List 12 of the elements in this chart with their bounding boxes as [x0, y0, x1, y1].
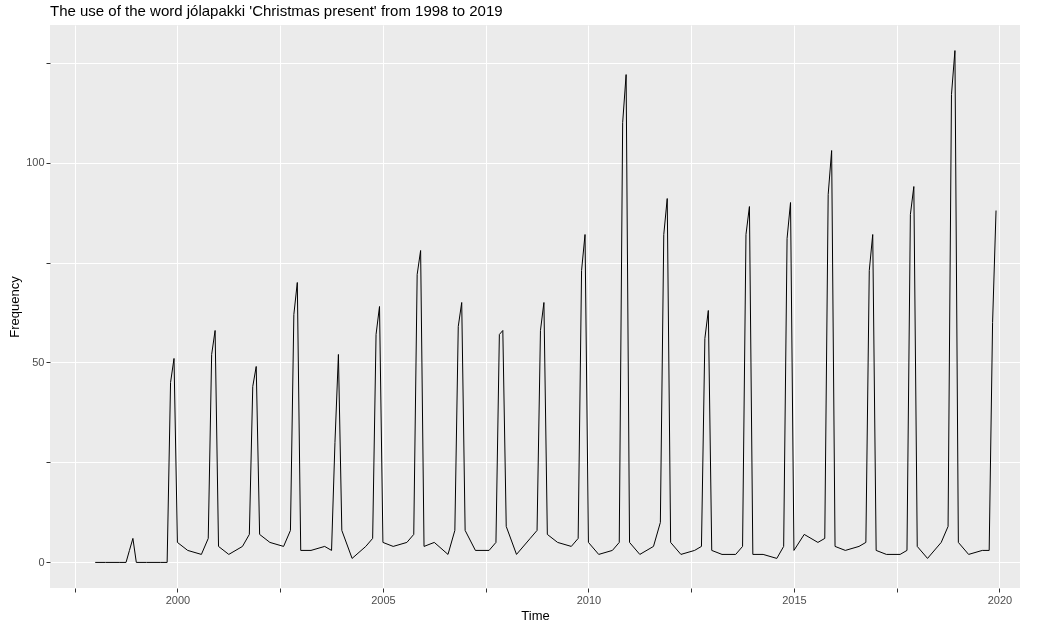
- x-tick-label: 2005: [371, 593, 396, 606]
- x-tick-label: 2010: [576, 593, 602, 606]
- y-axis-title: Frequency: [7, 275, 23, 338]
- chart-title: The use of the word jólapakki 'Christmas present' from 1998 to 2019: [50, 2, 503, 19]
- y-tick-label: 0: [38, 555, 45, 568]
- x-tick-label: 2020: [987, 593, 1013, 606]
- x-axis-title: Time: [521, 607, 550, 623]
- y-tick-label: 100: [26, 156, 45, 169]
- y-tick-label: 50: [32, 355, 45, 368]
- x-tick-label: 2015: [782, 593, 807, 606]
- line-series: [94, 50, 997, 563]
- x-tick-label: 2000: [165, 593, 191, 606]
